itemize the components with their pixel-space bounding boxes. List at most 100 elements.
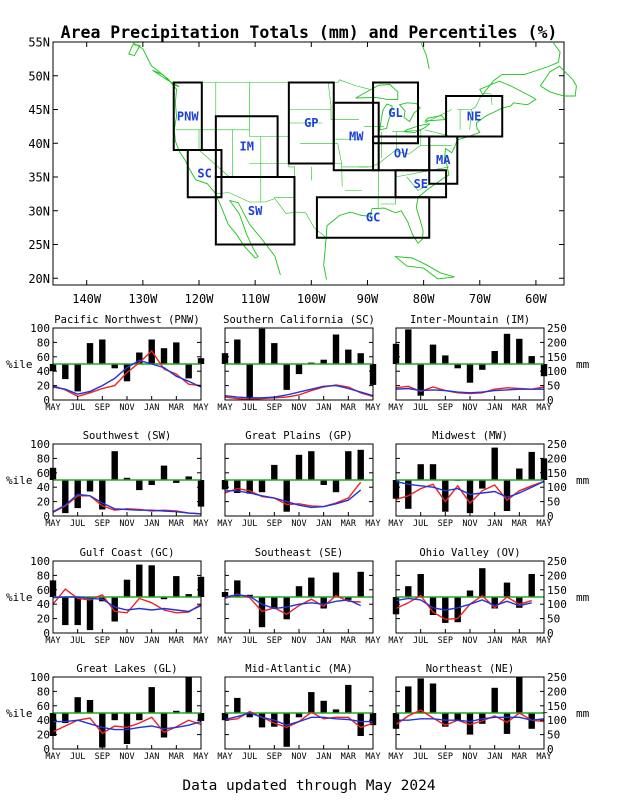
percentile-bar bbox=[320, 597, 327, 609]
percentile-tick-label: 100 bbox=[30, 438, 50, 451]
map-lat-label: 50N bbox=[28, 69, 50, 83]
x-tick-label: JAN bbox=[316, 752, 331, 762]
percentile-bar bbox=[258, 480, 266, 493]
state-border bbox=[396, 145, 421, 155]
mm-tick-label: 150 bbox=[547, 467, 567, 480]
x-tick-label: MAY bbox=[536, 403, 551, 413]
mm-tick-label: 50 bbox=[547, 496, 560, 509]
x-tick-label: JUL bbox=[242, 403, 257, 413]
x-tick-label: MAY bbox=[536, 636, 551, 646]
percentile-bar bbox=[454, 713, 461, 721]
lake-ontario bbox=[424, 115, 446, 122]
cuba-outline bbox=[394, 256, 455, 280]
mm-axis-label: mm bbox=[576, 707, 590, 720]
percentile-bar bbox=[442, 355, 449, 364]
percentile-bar bbox=[332, 709, 340, 713]
percentile-bar bbox=[234, 697, 241, 713]
percentile-bar bbox=[160, 465, 168, 480]
observed-precip-line bbox=[395, 594, 532, 621]
percentile-bar bbox=[528, 574, 535, 597]
map-lon-label: 100W bbox=[297, 292, 327, 306]
mm-axis-label: mm bbox=[576, 358, 590, 371]
x-tick-label: MAR bbox=[169, 403, 185, 413]
map-frame bbox=[52, 41, 565, 286]
percentile-bar bbox=[417, 678, 424, 713]
percentile-bar bbox=[503, 333, 511, 364]
region-label-sw: SW bbox=[248, 204, 263, 218]
panel-ma: Mid-Atlantic (MA) MAY JUL SEP NOV JAN MAR MAY bbox=[217, 663, 380, 762]
percentile-bar bbox=[86, 700, 94, 713]
x-tick-label: MAY bbox=[193, 752, 208, 762]
percentile-bar bbox=[417, 574, 424, 597]
panel-title: Great Plains (GP) bbox=[245, 430, 352, 442]
panel-sc: Southern California (SC) MAY JUL SEP NOV JAN M… bbox=[217, 314, 380, 413]
x-tick-label: MAY bbox=[365, 752, 380, 762]
panel-title: Ohio Valley (OV) bbox=[419, 547, 520, 559]
percentile-bar bbox=[528, 451, 535, 480]
x-tick-label: MAR bbox=[341, 519, 357, 529]
x-tick-label: MAR bbox=[341, 752, 357, 762]
x-tick-label: MAR bbox=[169, 752, 185, 762]
region-label-gl: GL bbox=[388, 106, 402, 120]
percentile-bar bbox=[429, 344, 437, 364]
x-tick-label: NOV bbox=[462, 752, 477, 762]
normal-precip-line bbox=[395, 387, 544, 394]
panel-se: Southeast (SE) MAY JUL SEP NOV JAN MAR MAY bbox=[217, 547, 380, 646]
x-tick-label: JUL bbox=[413, 519, 428, 529]
percentile-bar bbox=[308, 451, 315, 480]
x-tick-label: SEP bbox=[267, 636, 282, 646]
x-tick-label: MAR bbox=[169, 519, 185, 529]
vancouver-island-outline bbox=[152, 69, 180, 88]
percentile-bar bbox=[148, 480, 155, 485]
percentile-bar bbox=[173, 576, 180, 597]
region-box-gc bbox=[315, 196, 431, 239]
x-tick-label: MAY bbox=[388, 403, 403, 413]
state-border bbox=[392, 130, 421, 133]
normal-precip-line bbox=[52, 596, 202, 613]
percentile-bar bbox=[62, 364, 69, 380]
percentile-bar bbox=[320, 480, 327, 485]
percentile-bar bbox=[160, 348, 168, 364]
x-tick-label: MAY bbox=[45, 519, 60, 529]
map-lon-label: 110W bbox=[241, 292, 271, 306]
state-border bbox=[249, 82, 289, 137]
panel-gl: Great Lakes (GL)MAY JUL SEP NOV JAN MAR MAY020… bbox=[6, 663, 209, 762]
panel-title: Southwest (SW) bbox=[83, 430, 172, 442]
observed-precip-line bbox=[224, 481, 362, 508]
x-tick-label: MAR bbox=[512, 752, 528, 762]
percentile-bar bbox=[283, 480, 290, 512]
x-tick-label: JAN bbox=[487, 403, 502, 413]
panel-gp: Great Plains (GP) MAY JUL SEP NOV JAN MAR MAY bbox=[217, 430, 380, 529]
region-map: 55N 50N 45N 40N 35N 30N 25N 20N 140W 130W 120W 110W… bbox=[28, 36, 577, 306]
percentile-tick-label: 100 bbox=[30, 671, 50, 684]
figure-title: Area Precipitation Totals (mm) and Perce… bbox=[61, 23, 558, 42]
state-border bbox=[395, 166, 449, 178]
percentile-bar bbox=[332, 480, 340, 493]
x-tick-label: MAY bbox=[193, 636, 208, 646]
percentile-bar bbox=[185, 476, 192, 480]
x-tick-label: MAY bbox=[365, 403, 380, 413]
percentile-tick-label: 0 bbox=[43, 394, 50, 407]
west-coastline bbox=[131, 41, 281, 276]
mm-axis-label: mm bbox=[576, 474, 590, 487]
panel-title: Northeast (NE) bbox=[426, 663, 515, 675]
mm-axis-label: mm bbox=[576, 591, 590, 604]
map-lon-label: 60W bbox=[525, 292, 547, 306]
panel-pnw: Pacific Northwest (PNW) MAY JUL SEP NOV JAN MA… bbox=[6, 314, 209, 413]
percentile-tick-label: 0 bbox=[43, 510, 50, 523]
east-coastline bbox=[323, 41, 561, 280]
map-lon-label: 140W bbox=[72, 292, 102, 306]
percentile-bar bbox=[345, 349, 352, 364]
percentile-bar bbox=[99, 339, 106, 364]
percentile-bar bbox=[283, 713, 290, 747]
x-tick-label: JUL bbox=[70, 403, 85, 413]
map-lat-label: 25N bbox=[28, 238, 50, 252]
percentile-bar bbox=[173, 710, 180, 713]
x-tick-label: NOV bbox=[291, 636, 306, 646]
percentile-bar bbox=[320, 359, 327, 364]
mm-tick-label: 0 bbox=[547, 394, 554, 407]
x-tick-label: SEP bbox=[267, 519, 282, 529]
percentile-bar bbox=[185, 594, 192, 597]
map-lat-label: 40N bbox=[28, 137, 50, 151]
x-tick-label: MAY bbox=[388, 752, 403, 762]
